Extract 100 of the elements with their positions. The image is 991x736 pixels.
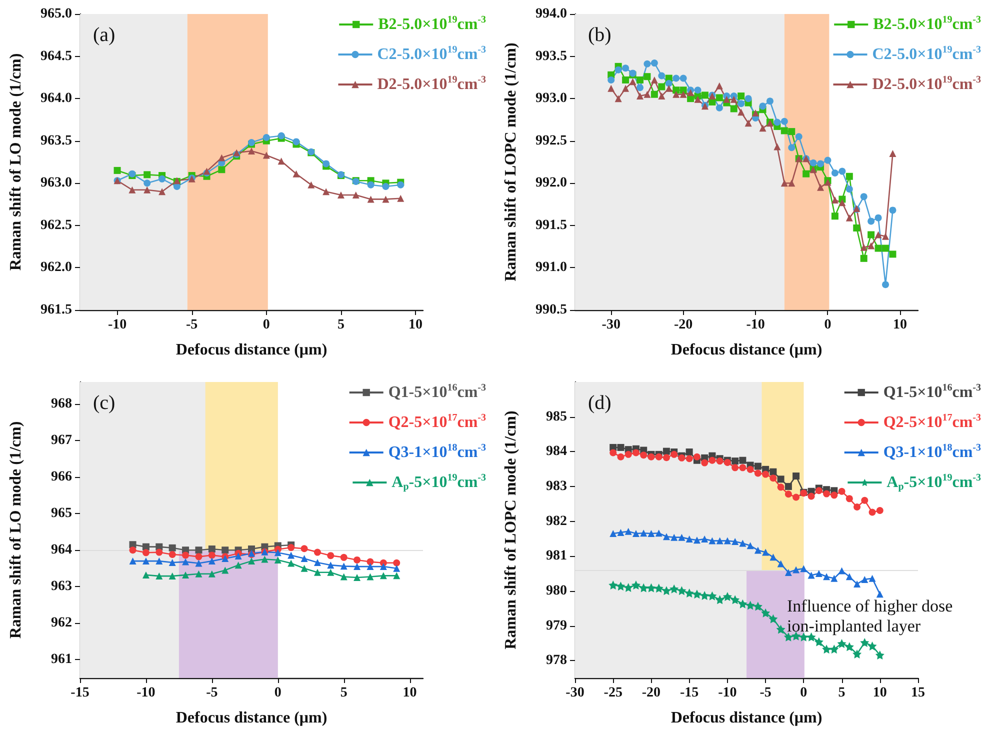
point bbox=[614, 66, 622, 74]
x-tick-label: 0 bbox=[274, 686, 282, 700]
point bbox=[754, 546, 762, 554]
x-tick-label: 10 bbox=[872, 686, 887, 700]
point bbox=[788, 128, 796, 136]
point bbox=[314, 559, 321, 566]
text: (c) bbox=[93, 392, 116, 414]
point bbox=[340, 573, 348, 580]
point bbox=[308, 181, 315, 188]
point bbox=[831, 212, 838, 220]
point bbox=[882, 244, 890, 252]
point bbox=[195, 570, 202, 578]
point bbox=[716, 104, 723, 112]
point bbox=[860, 244, 868, 251]
point bbox=[632, 530, 640, 537]
point bbox=[393, 559, 400, 566]
y-tick-label: 979 bbox=[546, 618, 567, 634]
point bbox=[616, 582, 626, 591]
point bbox=[723, 96, 730, 103]
y-tick-label: 984 bbox=[546, 444, 567, 460]
y-tick-label: 991.0 bbox=[536, 260, 567, 276]
point bbox=[701, 536, 708, 543]
point bbox=[770, 554, 777, 561]
y-tick-label: 964 bbox=[51, 542, 72, 558]
point bbox=[129, 546, 136, 554]
point bbox=[868, 231, 875, 238]
x-axis-title: Defocus distance (μm) bbox=[176, 710, 328, 726]
point bbox=[739, 464, 746, 472]
point bbox=[732, 538, 739, 545]
point bbox=[617, 444, 624, 451]
point bbox=[810, 159, 817, 166]
x-tick-label: -20 bbox=[674, 318, 693, 332]
point bbox=[889, 150, 896, 158]
x-tick-label: 10 bbox=[402, 686, 417, 700]
point bbox=[875, 650, 884, 660]
point bbox=[738, 599, 748, 608]
point bbox=[732, 464, 739, 472]
point bbox=[814, 637, 824, 646]
point bbox=[744, 95, 752, 102]
point bbox=[367, 181, 374, 188]
y-tick-label: 994.0 bbox=[536, 6, 567, 22]
point bbox=[777, 560, 784, 568]
x-tick-label: 10 bbox=[408, 318, 423, 332]
point bbox=[739, 456, 746, 464]
x-tick-label: 15 bbox=[911, 686, 925, 700]
point bbox=[715, 595, 724, 604]
point bbox=[694, 96, 702, 103]
point bbox=[156, 558, 163, 565]
y-tick-label: 964.0 bbox=[40, 91, 72, 106]
y-tick-label: 965.0 bbox=[40, 6, 72, 22]
y-tick-label: 980 bbox=[546, 583, 567, 598]
point bbox=[665, 84, 672, 92]
x-tick-label: -5 bbox=[186, 318, 198, 332]
point bbox=[770, 474, 777, 482]
point bbox=[624, 450, 632, 458]
point bbox=[802, 170, 810, 178]
point bbox=[195, 553, 202, 560]
point bbox=[759, 124, 766, 132]
point bbox=[646, 583, 656, 592]
point bbox=[650, 90, 658, 98]
point bbox=[761, 608, 770, 618]
point bbox=[608, 580, 618, 590]
point bbox=[292, 138, 300, 146]
x-axis-title: Defocus distance (μm) bbox=[670, 342, 822, 358]
point bbox=[222, 566, 229, 574]
point bbox=[288, 552, 295, 559]
point bbox=[322, 160, 330, 168]
annotation: Influence of higher dose ion-implanted layer bbox=[787, 596, 957, 636]
point bbox=[288, 560, 295, 567]
point bbox=[636, 84, 644, 92]
y-tick-label: 985 bbox=[546, 409, 567, 424]
point bbox=[610, 530, 617, 537]
point bbox=[701, 459, 708, 466]
point bbox=[780, 118, 788, 125]
point bbox=[846, 214, 853, 222]
point bbox=[397, 194, 404, 202]
point bbox=[846, 573, 853, 580]
y-tick-label: 991.5 bbox=[536, 218, 567, 233]
point bbox=[278, 158, 285, 165]
point bbox=[142, 571, 150, 578]
point bbox=[792, 566, 800, 574]
point bbox=[662, 448, 670, 455]
x-tick-label: 0 bbox=[262, 318, 270, 332]
point bbox=[274, 556, 282, 564]
point bbox=[262, 152, 270, 159]
point bbox=[788, 180, 796, 187]
point bbox=[831, 196, 838, 204]
x-tick-label: -30 bbox=[566, 686, 584, 700]
point bbox=[168, 550, 176, 558]
point bbox=[658, 72, 666, 80]
point bbox=[846, 186, 853, 193]
point bbox=[354, 563, 361, 570]
point bbox=[670, 534, 678, 541]
point bbox=[234, 552, 242, 560]
point bbox=[648, 530, 655, 537]
point bbox=[382, 183, 390, 190]
point bbox=[716, 94, 723, 102]
point bbox=[744, 120, 752, 127]
point bbox=[777, 476, 784, 483]
point bbox=[853, 224, 860, 232]
